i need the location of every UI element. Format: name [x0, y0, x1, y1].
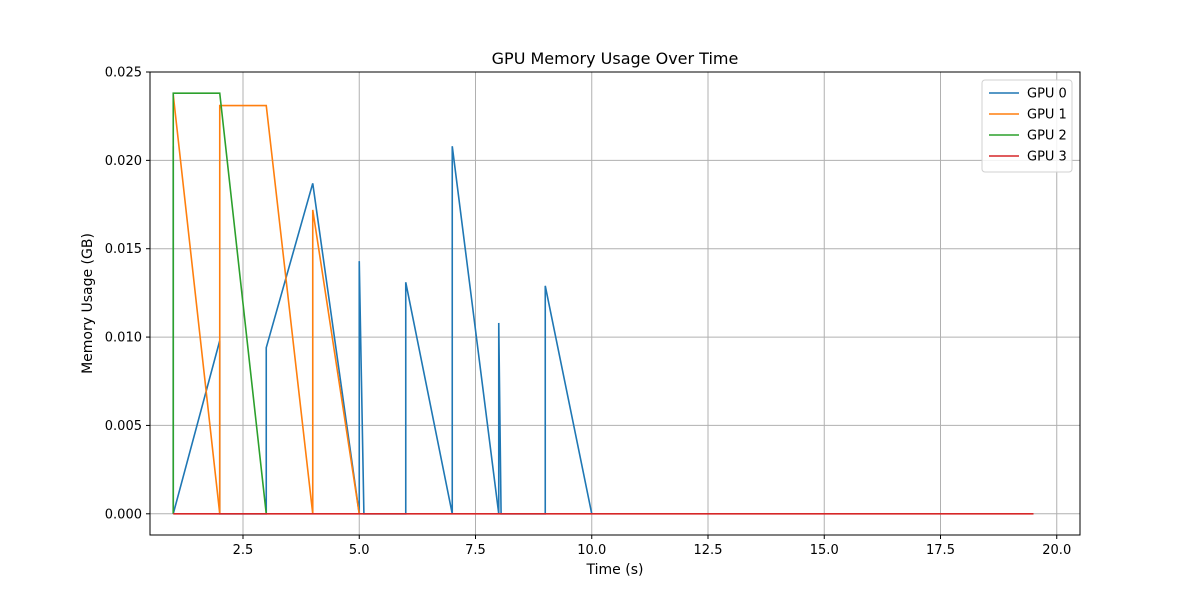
x-tick-label: 12.5	[694, 543, 723, 558]
y-tick-label: 0.005	[105, 419, 142, 434]
x-tick-label: 20.0	[1042, 543, 1071, 558]
x-axis: 2.5 5.0 7.5 10.0 12.5 15.0 17.5 20.0	[233, 535, 1071, 558]
y-tick-label: 0.010	[105, 331, 142, 346]
series-line-gpu-2	[172, 92, 268, 514]
y-tick-label: 0.000	[105, 507, 142, 522]
y-axis-label: Memory Usage (GB)	[80, 233, 96, 374]
series-lines	[172, 92, 1034, 515]
plot-frame	[149, 71, 1081, 536]
x-tick-label: 10.0	[577, 543, 606, 558]
y-axis: 0.000 0.005 0.010 0.015 0.020 0.025	[105, 66, 150, 522]
x-axis-label: Time (s)	[586, 562, 644, 578]
x-tick-label: 15.0	[810, 543, 839, 558]
x-tick-label: 7.5	[465, 543, 486, 558]
legend-box	[981, 79, 1073, 173]
y-tick-label: 0.015	[105, 242, 142, 257]
x-tick-label: 17.5	[926, 543, 955, 558]
legend: GPU 0 GPU 1 GPU 2 GPU 3	[981, 79, 1073, 173]
y-tick-label: 0.025	[105, 66, 142, 81]
x-tick-label: 5.0	[349, 543, 370, 558]
y-tick-label: 0.020	[105, 154, 142, 169]
legend-label: GPU 1	[1027, 108, 1067, 123]
legend-label: GPU 2	[1027, 129, 1067, 144]
chart-title: GPU Memory Usage Over Time	[492, 49, 739, 68]
x-tick-label: 2.5	[233, 543, 254, 558]
legend-label: GPU 0	[1027, 87, 1067, 102]
legend-label: GPU 3	[1027, 150, 1067, 165]
